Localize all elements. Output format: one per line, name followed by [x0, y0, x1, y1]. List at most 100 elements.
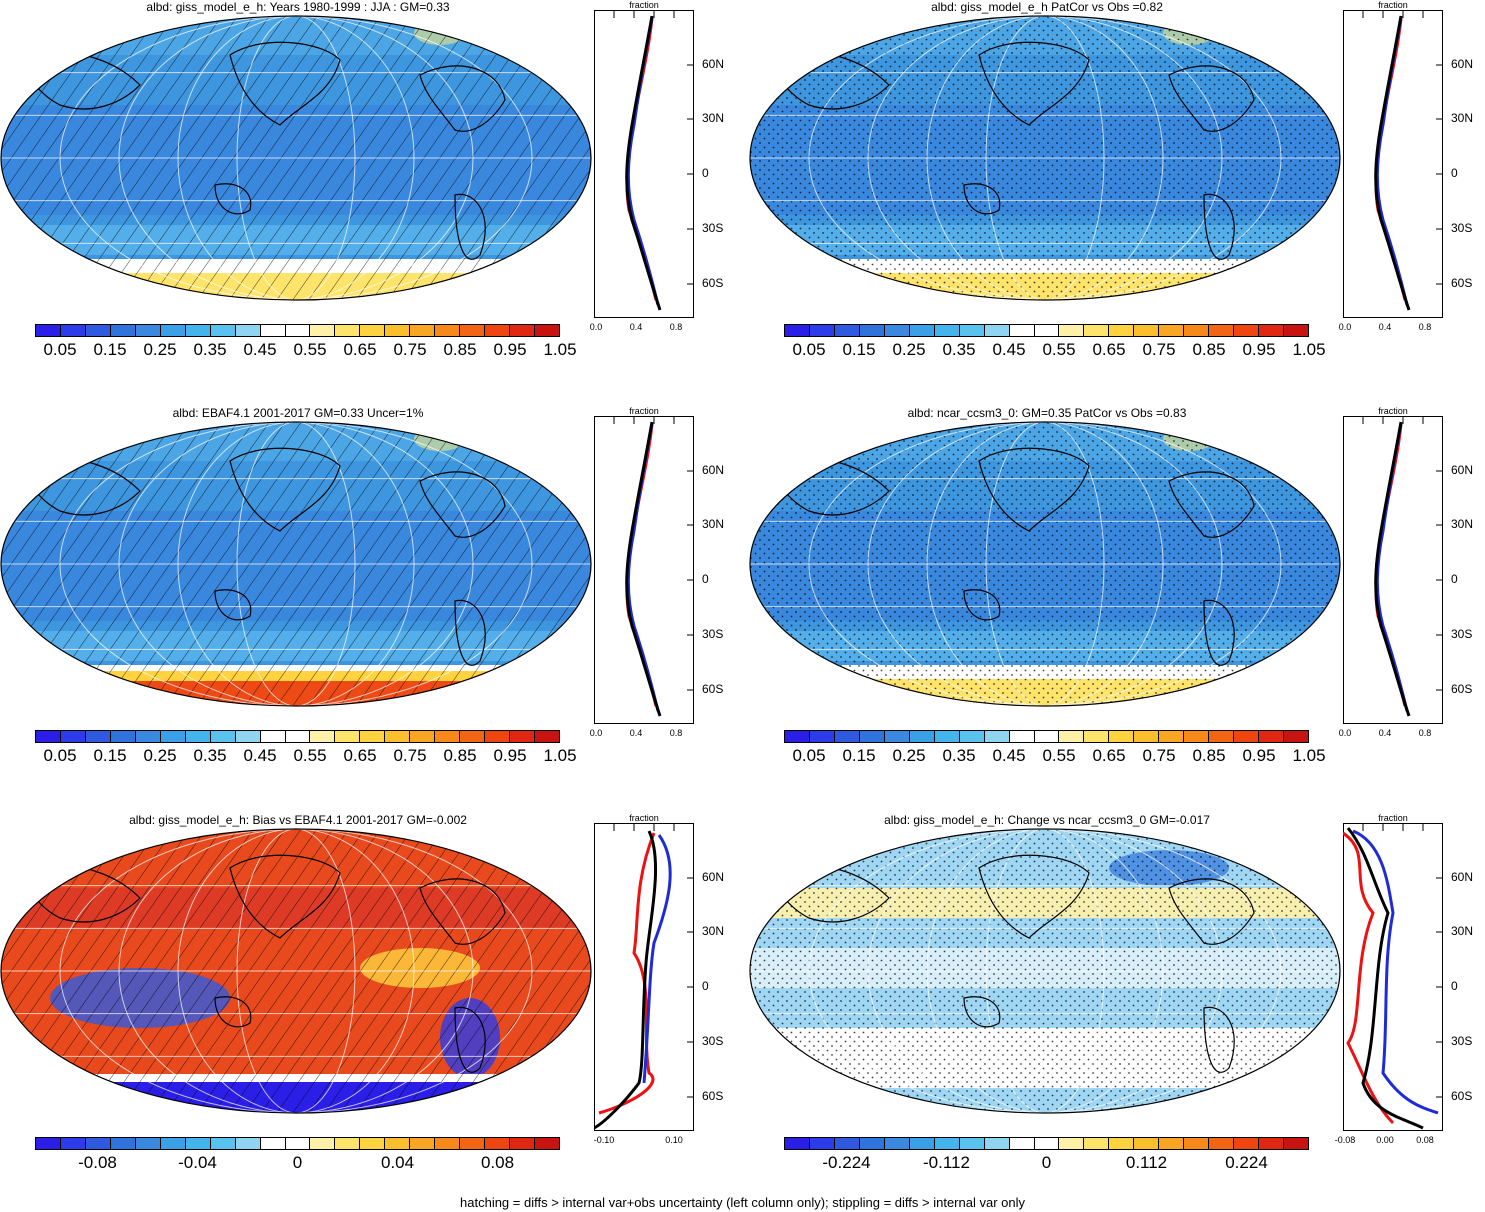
zonal-ytick-label: 60S: [1451, 1089, 1473, 1103]
zonal-title: fraction: [1378, 0, 1408, 10]
zonal-xtick-label: 0.4: [1378, 322, 1392, 332]
zonal-xtick-label: 0.0: [1338, 322, 1352, 332]
colorbar-tick-label: 0.65: [343, 746, 377, 765]
zonal-ytick-label: 60N: [702, 870, 725, 884]
zonal-mean-plot: fraction 60N 30N 0 30S 60S -0.08 0.00 0.08: [1335, 813, 1485, 1163]
zonal-ytick-label: 60N: [1451, 870, 1474, 884]
zonal-ytick-label: 30N: [1451, 517, 1474, 531]
colorbar-tick-label: 0.25: [892, 746, 926, 765]
zonal-ytick-label: 30S: [702, 221, 724, 235]
colorbar-tick-label: 0.65: [343, 340, 377, 359]
zonal-ytick-label: 30S: [1451, 627, 1473, 641]
zonal-xtick-label: 0.0: [589, 728, 603, 738]
panel-p6: albd: giss_model_e_h: Change vs ncar_ccs…: [749, 813, 1485, 1203]
colorbar-tick-label: 0.75: [1142, 746, 1176, 765]
colorbar-tick-label: 0.05: [43, 746, 77, 765]
colorbar-tick-label: 0.55: [1042, 746, 1076, 765]
colorbar: [784, 1137, 1309, 1150]
zonal-mean-plot: fraction 60N 30N 0 30S 60S 0.0 0.4 0.8: [1339, 0, 1485, 350]
zonal-ytick-label: 30S: [1451, 1034, 1473, 1048]
map-title: albd: giss_model_e_h: Years 1980-1999 : …: [146, 0, 450, 14]
world-map: [0, 421, 592, 707]
zonal-ytick-label: 0: [1451, 572, 1458, 586]
colorbar: [784, 730, 1309, 743]
colorbar: [35, 1137, 560, 1150]
zonal-title: fraction: [629, 813, 659, 823]
colorbar-tick-label: 0.15: [842, 340, 876, 359]
zonal-xtick-label: -0.10: [593, 1135, 615, 1145]
colorbar-labels: -0.08 -0.04 0 0.04 0.08: [35, 1153, 560, 1175]
colorbar-labels: 0.05 0.15 0.25 0.35 0.45 0.55 0.65 0.75 0.85 0.95…: [784, 340, 1325, 362]
panel-p3: albd: EBAF4.1 2001-2017 GM=0.33 Uncer=1%…: [0, 406, 736, 796]
colorbar-tick-label: 0.05: [43, 340, 77, 359]
zonal-axes: [594, 823, 694, 1131]
colorbar-tick-label: 1.05: [543, 340, 577, 359]
zonal-axes: [594, 416, 694, 724]
colorbar-tick-label: 0.15: [93, 340, 127, 359]
zonal-ytick-label: 60S: [1451, 682, 1473, 696]
colorbar-tick-label: -0.224: [822, 1153, 871, 1172]
zonal-mean-plot: fraction 60N 30N 0 30S 60S 0.0 0.4 0.8: [590, 0, 736, 350]
zonal-xtick-label: 0.4: [629, 322, 643, 332]
zonal-xtick-label: 0.8: [669, 728, 683, 738]
zonal-ytick-label: 30N: [1451, 924, 1474, 938]
world-map: [749, 828, 1341, 1114]
colorbar-tick-label: 0.45: [992, 340, 1026, 359]
zonal-ytick-label: 30S: [702, 1034, 724, 1048]
zonal-ytick-label: 60S: [1451, 276, 1473, 290]
colorbar-tick-label: -0.112: [923, 1153, 970, 1172]
zonal-xtick-label: -0.08: [1334, 1135, 1356, 1145]
map-title: albd: giss_model_e_h PatCor vs Obs =0.82: [931, 0, 1163, 14]
zonal-ytick-label: 60N: [1451, 57, 1474, 71]
colorbar-tick-label: 0: [1041, 1153, 1052, 1172]
colorbar-tick-label: 0.65: [1092, 746, 1126, 765]
zonal-ytick-label: 0: [1451, 166, 1458, 180]
colorbar-tick-label: 0.25: [143, 340, 177, 359]
colorbar-tick-label: 0.85: [443, 340, 477, 359]
colorbar-tick-label: -0.04: [178, 1153, 217, 1172]
map-title: albd: ncar_ccsm3_0: GM=0.35 PatCor vs Ob…: [907, 406, 1187, 420]
colorbar-tick-label: 0.08: [480, 1153, 515, 1172]
world-map: [749, 15, 1341, 301]
colorbar: [35, 730, 560, 743]
world-map: [0, 15, 592, 301]
zonal-ytick-label: 30N: [702, 111, 725, 125]
zonal-ytick-label: 60S: [702, 1089, 724, 1103]
colorbar-tick-label: -0.08: [78, 1153, 117, 1172]
zonal-ytick-label: 0: [702, 979, 709, 993]
zonal-axes: [1343, 416, 1443, 724]
colorbar-tick-label: 0.05: [792, 746, 826, 765]
panel-p1: albd: giss_model_e_h: Years 1980-1999 : …: [0, 0, 736, 390]
zonal-xtick-label: 0.8: [669, 322, 683, 332]
world-map: [749, 421, 1341, 707]
colorbar-tick-label: 0.45: [992, 746, 1026, 765]
zonal-ytick-label: 0: [702, 166, 709, 180]
world-map: [0, 828, 592, 1114]
zonal-xtick-label: 0.08: [1416, 1135, 1434, 1145]
colorbar-tick-label: 0.35: [193, 340, 227, 359]
colorbar-tick-label: 1.05: [543, 746, 577, 765]
zonal-axes: [1343, 10, 1443, 318]
zonal-ytick-label: 60N: [702, 463, 725, 477]
colorbar-tick-label: 0.75: [1142, 340, 1176, 359]
colorbar-tick-label: 0.35: [942, 340, 976, 359]
panel-p5: albd: giss_model_e_h: Bias vs EBAF4.1 20…: [0, 813, 736, 1203]
zonal-xtick-label: 0.8: [1418, 728, 1432, 738]
colorbar-tick-label: 0.15: [842, 746, 876, 765]
map-title: albd: giss_model_e_h: Bias vs EBAF4.1 20…: [129, 813, 467, 827]
zonal-mean-plot: fraction 60N 30N 0 30S 60S 0.0 0.4 0.8: [590, 406, 736, 756]
colorbar-tick-label: 0.95: [493, 340, 527, 359]
zonal-xtick-label: 0.8: [1418, 322, 1432, 332]
colorbar-tick-label: 1.05: [1292, 340, 1326, 359]
map-title: albd: giss_model_e_h: Change vs ncar_ccs…: [884, 813, 1210, 827]
zonal-ytick-label: 30N: [702, 924, 725, 938]
colorbar-tick-label: 0.05: [792, 340, 826, 359]
zonal-ytick-label: 30S: [1451, 221, 1473, 235]
colorbar-tick-label: 0.55: [1042, 340, 1076, 359]
colorbar-tick-label: 0.04: [380, 1153, 415, 1172]
colorbar-tick-label: 0.85: [1192, 340, 1226, 359]
zonal-ytick-label: 30N: [702, 517, 725, 531]
zonal-ytick-label: 30N: [1451, 111, 1474, 125]
colorbar-tick-label: 0.75: [393, 746, 427, 765]
zonal-xtick-label: 0.0: [589, 322, 603, 332]
